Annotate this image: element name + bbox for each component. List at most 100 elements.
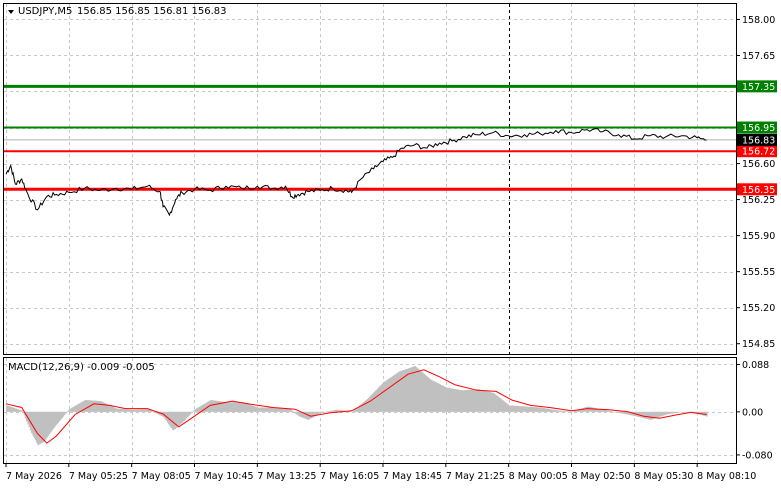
macd-bar [107, 404, 110, 412]
macd-bar [465, 390, 468, 412]
macd-bar [600, 409, 602, 412]
macd-bar [629, 411, 631, 416]
macd-bar [58, 411, 61, 422]
macd-bar [577, 409, 580, 412]
y-tick-label: 155.55 [742, 267, 775, 278]
macd-bar [83, 400, 86, 412]
macd-bar [296, 411, 298, 415]
macd-bar [371, 393, 374, 412]
symbol-timeframe[interactable]: USDJPY,M5 [18, 6, 72, 17]
macd-bar [522, 406, 525, 412]
macd-bar [388, 378, 390, 412]
macd-bar [52, 411, 55, 429]
macd-bar [134, 409, 136, 412]
macd-bar [87, 400, 90, 412]
x-tick-label: 8 May 08:10 [697, 471, 756, 482]
macd-bar [516, 405, 518, 412]
macd-bar [143, 409, 145, 412]
macd-bar [523, 406, 526, 412]
macd-bar [56, 411, 58, 425]
macd-bar [102, 402, 105, 412]
macd-bar [384, 381, 386, 412]
macd-bar [625, 411, 628, 415]
macd-bar [295, 411, 297, 414]
macd-bar [227, 402, 229, 412]
macd-bar [610, 411, 612, 412]
macd-bar [22, 411, 24, 413]
macd-bar [378, 387, 380, 412]
macd-bar [530, 406, 532, 412]
macd-bar [29, 411, 32, 431]
macd-bar [645, 411, 648, 419]
macd-bar [380, 384, 383, 412]
macd-bar [306, 411, 308, 420]
macd-bar [106, 404, 109, 412]
macd-bar [427, 376, 429, 412]
macd-bar [205, 402, 208, 412]
macd-bar [193, 410, 195, 412]
macd-bar [36, 411, 38, 443]
macd-bar [448, 388, 450, 412]
macd-bar [354, 409, 356, 412]
macd-bar [595, 408, 597, 412]
macd-bar [215, 400, 218, 412]
macd-bar [23, 411, 26, 416]
macd-bar [264, 407, 267, 412]
macd-bar [92, 400, 95, 412]
macd-bar [415, 367, 418, 412]
dropdown-triangle-icon[interactable] [8, 10, 14, 14]
macd-bar [469, 389, 472, 412]
macd-bar [360, 404, 362, 412]
macd-bar [199, 406, 202, 412]
macd-bar [447, 387, 449, 412]
macd-bar [48, 411, 51, 435]
macd-bar [687, 411, 689, 413]
macd-bar [429, 379, 432, 412]
macd-bar [312, 411, 315, 418]
macd-bar [220, 401, 223, 412]
macd-bar [599, 408, 601, 412]
price-pane[interactable] [3, 3, 737, 355]
macd-bar [190, 411, 193, 414]
x-tick-label: 7 May 16:05 [320, 471, 379, 482]
level-badge-156.95 [737, 121, 777, 134]
macd-bar [386, 379, 389, 412]
macd-bar [410, 367, 413, 412]
macd-pane[interactable] [3, 357, 737, 464]
macd-bar [379, 386, 381, 412]
macd-bar [628, 411, 630, 415]
macd-bar [140, 409, 143, 412]
x-tick-label: 7 May 18:45 [383, 471, 442, 482]
macd-bar [389, 377, 391, 412]
macd-bar [594, 407, 596, 412]
macd-bar [394, 374, 396, 412]
macd-bar [473, 389, 476, 412]
macd-bar [526, 406, 528, 412]
macd-bar [256, 407, 258, 412]
macd-bar [14, 408, 17, 412]
macd-bar [528, 406, 531, 412]
macd-bar [16, 408, 18, 412]
macd-bar [450, 388, 453, 412]
macd-bar [517, 406, 520, 412]
macd-bar [677, 411, 679, 413]
macd-bar [323, 411, 326, 413]
macd-signal-line [5, 369, 707, 444]
macd-bar [298, 411, 301, 417]
macd-bar [538, 407, 541, 412]
macd-bar [317, 411, 320, 415]
macd-bar [462, 390, 464, 412]
macd-bar [145, 409, 148, 412]
macd-bar [187, 411, 189, 418]
macd-bar [649, 411, 651, 420]
macd-grid [4, 358, 736, 463]
macd-bar [62, 411, 65, 417]
macd-bar [257, 407, 259, 412]
macd-bar [101, 401, 104, 412]
macd-bar [350, 411, 352, 413]
macd-bar [325, 411, 327, 413]
macd-bar [414, 366, 416, 412]
macd-bar [81, 401, 83, 412]
level-badge-label: 156.72 [742, 147, 775, 158]
macd-bar [241, 402, 243, 412]
